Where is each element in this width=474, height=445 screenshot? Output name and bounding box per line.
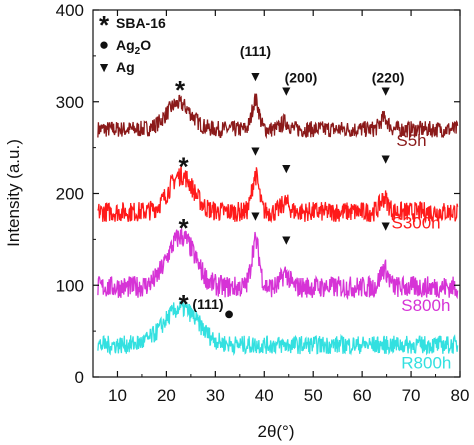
miller-index-label: (111): [240, 43, 271, 59]
ag-peak-marker: ▼: [279, 231, 293, 247]
legend-symbol: *: [99, 10, 110, 40]
plot-frame: [92, 9, 461, 378]
axes: 10 20 30 40 50 60 70 80 0 100 200 300 400: [56, 1, 470, 405]
legend-label: SBA-16: [116, 15, 166, 31]
ag-peak-marker: ▼: [249, 68, 263, 84]
series-line-s300h: [97, 165, 459, 225]
series-label-s800h: S800h: [401, 296, 450, 315]
ag2o-peak-marker: ●: [224, 304, 235, 324]
x-tick-label: 80: [451, 386, 470, 405]
x-axis-label: 2θ(°): [257, 422, 294, 441]
miller-index-label: (220): [372, 69, 405, 85]
legend-symbol: ▼: [97, 59, 111, 75]
y-tick-label: 0: [75, 368, 84, 387]
x-tick-label: 60: [353, 386, 372, 405]
x-tick-label: 70: [402, 386, 421, 405]
x-tick-label: 50: [304, 386, 323, 405]
sba16-peak-marker: *: [178, 151, 189, 181]
y-axis-label: Intensity (a.u.): [4, 139, 23, 247]
legend: * SBA-16 ● Ag2O ▼ Ag: [97, 10, 166, 75]
series-label-r800h: R800h: [401, 354, 451, 373]
legend-label: Ag: [116, 59, 135, 75]
ag-peak-marker: ▼: [379, 83, 393, 99]
sba16-peak-marker: *: [175, 75, 186, 105]
x-tick-label: 30: [206, 386, 225, 405]
series-label-s300h: S300h: [391, 213, 440, 232]
x-tick-label: 20: [157, 386, 176, 405]
ag-peak-marker: ▼: [249, 142, 263, 158]
y-tick-label: 300: [56, 93, 84, 112]
sba16-peak-marker: *: [178, 213, 189, 243]
ag-peak-marker: ▼: [379, 151, 393, 167]
series-label-s5h: S5h: [396, 131, 426, 150]
x-tick-label: 40: [255, 386, 274, 405]
series-line-r800h: [97, 299, 459, 357]
series-line-s800h: [97, 228, 459, 301]
miller-index-label: (111): [192, 296, 223, 312]
y-tick-label: 100: [56, 276, 84, 295]
ag-peak-marker: ▼: [279, 83, 293, 99]
ag-peak-marker: ▼: [379, 218, 393, 234]
series-line-s5h: [97, 93, 459, 140]
sba16-peak-marker: *: [178, 289, 189, 319]
y-tick-label: 200: [56, 185, 84, 204]
miller-index-label: (200): [285, 69, 318, 85]
ag-peak-marker: ▼: [249, 208, 263, 224]
y-tick-label: 400: [56, 1, 84, 20]
x-tick-label: 10: [108, 386, 127, 405]
ag-peak-marker: ▼: [279, 160, 293, 176]
legend-symbol: ●: [99, 35, 109, 54]
legend-label: Ag2O: [116, 37, 151, 57]
